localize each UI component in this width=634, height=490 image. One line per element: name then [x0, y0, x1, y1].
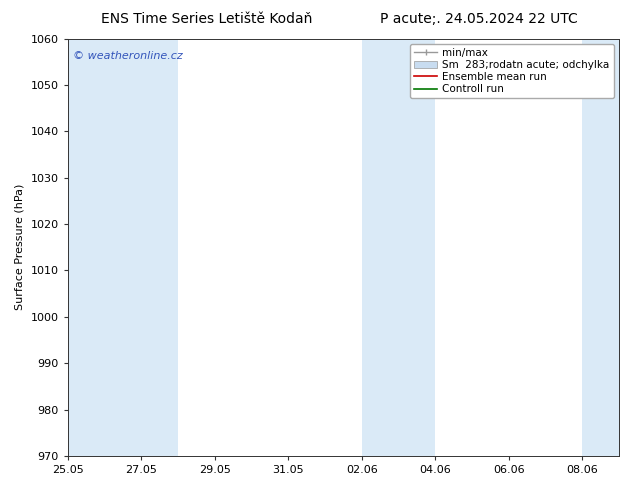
Bar	[141, 39, 178, 456]
Bar	[68, 39, 141, 456]
Legend: min/max, Sm  283;rodatn acute; odchylka, Ensemble mean run, Controll run: min/max, Sm 283;rodatn acute; odchylka, …	[410, 44, 614, 98]
Text: © weatheronline.cz: © weatheronline.cz	[73, 51, 183, 61]
Y-axis label: Surface Pressure (hPa): Surface Pressure (hPa)	[15, 184, 25, 311]
Text: ENS Time Series Letiště Kodaň: ENS Time Series Letiště Kodaň	[101, 12, 313, 26]
Bar	[362, 39, 435, 456]
Bar	[582, 39, 619, 456]
Text: P acute;. 24.05.2024 22 UTC: P acute;. 24.05.2024 22 UTC	[380, 12, 578, 26]
